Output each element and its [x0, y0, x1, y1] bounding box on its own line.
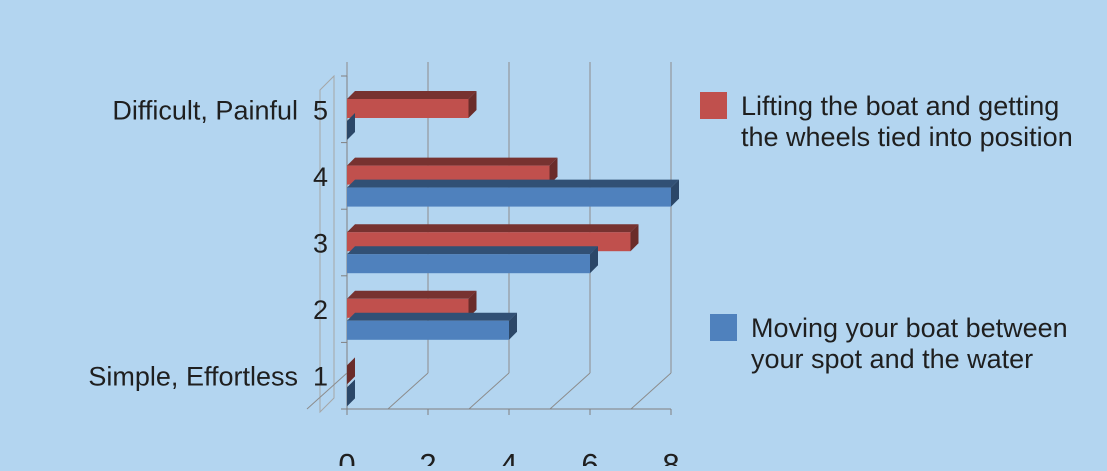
bar-lifting-5	[347, 91, 477, 118]
y-tick-label: 2	[313, 295, 328, 325]
floor-gridline	[549, 372, 591, 410]
bar-moving-3-front	[347, 254, 590, 274]
floor-gridline	[468, 372, 510, 410]
bar-lifting-2-top	[347, 290, 477, 299]
bar-moving-1	[347, 379, 355, 407]
legend-swatch-moving	[710, 314, 737, 341]
bar-moving-2	[347, 312, 517, 340]
bar-moving-5	[347, 113, 355, 140]
x-tick-label: 0	[338, 447, 355, 466]
bar-lifting-1-side	[347, 357, 355, 385]
legend-swatch-lifting	[700, 92, 727, 119]
y-category-descriptor: Simple, Effortless	[88, 362, 298, 392]
x-tick-label: 2	[419, 447, 436, 466]
y-tick-label: 3	[313, 229, 328, 259]
y-tick-label: 1	[313, 362, 328, 392]
bar-lifting-3-top	[347, 224, 639, 233]
bar-moving-3	[347, 246, 598, 274]
chart-labels: 1 Simple, Effortless 2 3 4 5 Difficult, Painfu…	[88, 95, 679, 471]
bar-moving-3-top	[347, 246, 598, 255]
bar-moving-4-top	[347, 179, 679, 188]
bar-moving-2-top	[347, 312, 517, 321]
legend-label-lifting: Lifting the boat and getting the wheels …	[741, 91, 1073, 152]
bar-lifting-2-side	[468, 290, 477, 318]
legend-item-moving: Moving your boat between your spot and t…	[710, 313, 1105, 375]
bar-lifting-3-side	[630, 224, 639, 252]
floor-gridline	[306, 372, 348, 410]
side-wall	[319, 74, 335, 414]
x-tick-label: 6	[581, 447, 598, 466]
bar-lifting-1	[347, 357, 355, 385]
bar-moving-4-front	[347, 187, 671, 207]
floor-gridline	[387, 372, 429, 410]
chart-bars	[347, 91, 679, 407]
chart-back-walls	[319, 74, 335, 414]
bar-lifting-5-front	[347, 99, 469, 118]
bar-moving-1-side	[347, 379, 355, 407]
bar-lifting-4-side	[549, 157, 558, 185]
bar-lifting-5-top	[347, 91, 477, 99]
bar-moving-4-side	[671, 179, 679, 207]
bar-lifting-4-top	[347, 157, 558, 166]
legend-label-moving: Moving your boat between your spot and t…	[751, 313, 1068, 374]
bar-moving-2-front	[347, 320, 509, 340]
legend-item-lifting: Lifting the boat and getting the wheels …	[700, 91, 1095, 153]
bar-moving-5-side	[347, 113, 355, 140]
floor-gridline	[630, 372, 672, 410]
x-tick-label: 4	[500, 447, 517, 466]
y-tick-label: 4	[313, 162, 328, 192]
x-tick-label: 8	[662, 447, 679, 466]
bar-moving-3-side	[590, 246, 598, 274]
bar-moving-4	[347, 179, 679, 207]
y-category-descriptor: Difficult, Painful	[112, 95, 298, 125]
bar-moving-2-side	[509, 312, 517, 340]
y-tick-label: 5	[313, 95, 328, 125]
bar-lifting-5-side	[468, 91, 477, 118]
